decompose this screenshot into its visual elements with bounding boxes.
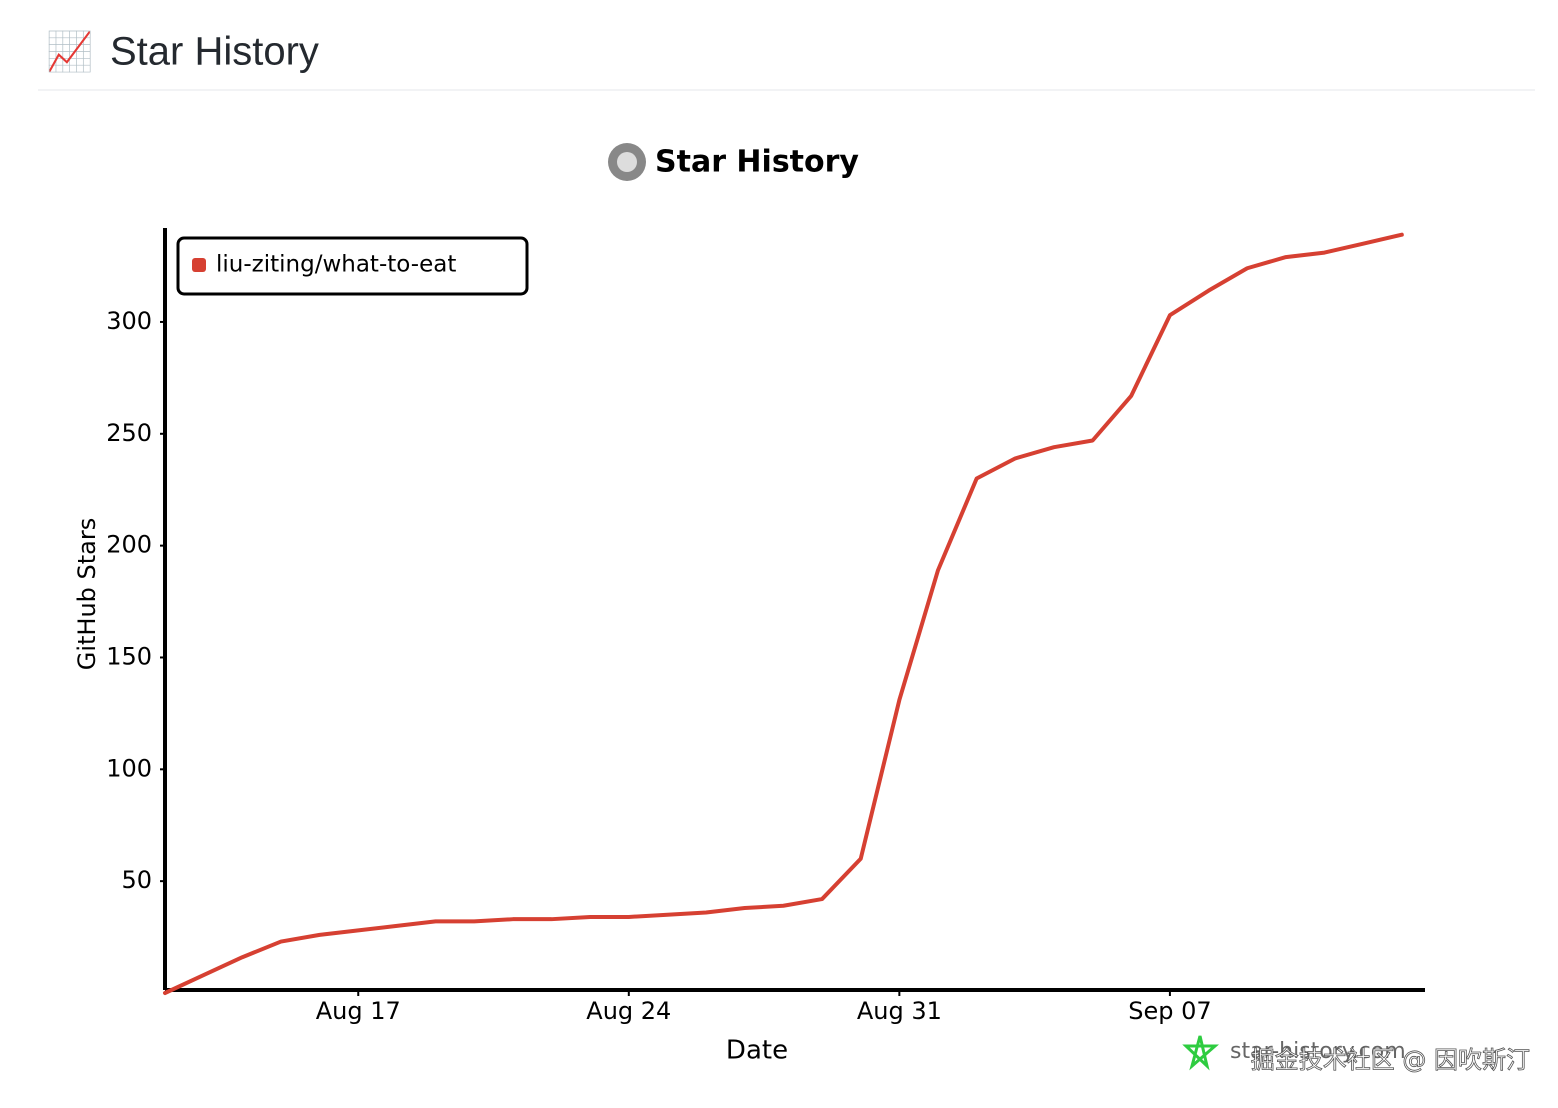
watermark-overlay: 掘金技术社区 @ 因吹斯汀 [1251, 1046, 1530, 1074]
series-line [163, 232, 1404, 995]
y-tick-label: 50 [121, 866, 152, 894]
avatar-face [617, 152, 637, 172]
x-tick-label: Sep 07 [1128, 997, 1211, 1025]
plot: 50 100 150 200 250 300 Aug 17 Aug 24 Aug 31 Sep 0… [106, 228, 1425, 1025]
star-icon [1182, 1035, 1220, 1071]
header-title: Star History [110, 30, 319, 74]
legend-swatch [192, 258, 206, 272]
y-axis-label: GitHub Stars [73, 518, 101, 671]
y-tick-label: 100 [106, 754, 152, 782]
x-tick-label: Aug 24 [586, 997, 671, 1025]
y-tick-label: 200 [106, 531, 152, 559]
legend-label: liu-ziting/what-to-eat [216, 252, 456, 278]
x-tick-label: Aug 17 [316, 997, 401, 1025]
watermark-site: star-history.com [1230, 1039, 1406, 1064]
y-tick-label: 300 [106, 307, 152, 335]
x-axis-label: Date [726, 1036, 788, 1066]
x-tick-label: Aug 31 [857, 997, 942, 1025]
y-tick-label: 150 [106, 642, 152, 670]
y-tick-label: 250 [106, 419, 152, 447]
chart-title: Star History [655, 145, 859, 180]
header-icon: 📈 [46, 30, 93, 74]
legend-box [176, 236, 529, 296]
